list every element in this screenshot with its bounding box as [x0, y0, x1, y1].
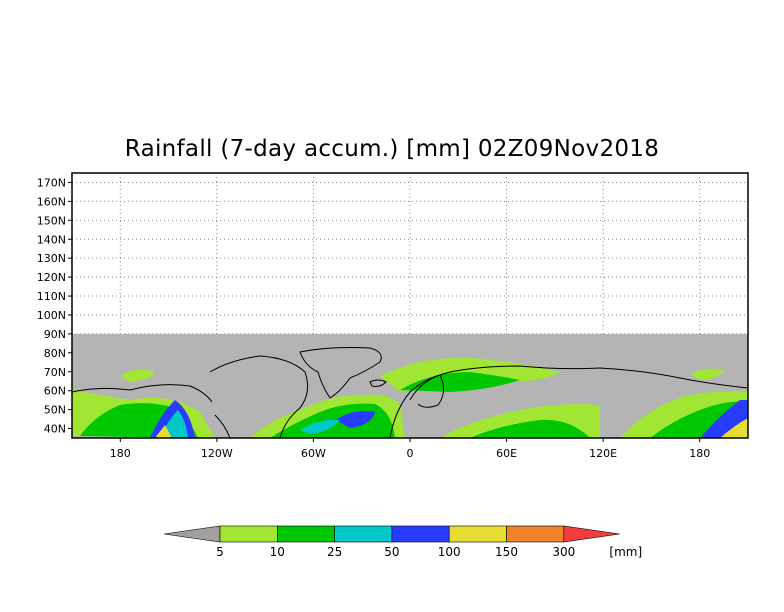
legend-label: 10	[270, 545, 285, 559]
legend-swatch	[391, 525, 450, 543]
lon-tick-label: 120W	[201, 447, 233, 460]
legend-label: 5	[216, 545, 224, 559]
coastline-eurasia	[389, 365, 749, 439]
coastline-scandinavia	[409, 374, 444, 408]
map-title: Rainfall (7-day accum.) [mm] 02Z09Nov201…	[124, 136, 660, 162]
lon-tick-label: 60E	[496, 447, 517, 460]
lat-tick-label: 170N	[37, 176, 66, 189]
lat-tick-label: 80N	[44, 347, 66, 360]
coastlines	[71, 347, 749, 439]
lat-tick-label: 90N	[44, 328, 66, 341]
legend-swatch	[276, 525, 335, 543]
lon-tick-label: 60W	[301, 447, 326, 460]
rainfall-patch	[720, 418, 748, 438]
legend-swatch	[334, 525, 393, 543]
legend-swatch	[448, 525, 507, 543]
lat-tick-label: 130N	[37, 252, 66, 265]
lon-tick-label: 0	[407, 447, 414, 460]
lat-tick-label: 140N	[37, 233, 66, 246]
coastline-alaska	[71, 384, 213, 403]
coastline-north-america	[209, 355, 309, 439]
lat-tick-label: 40N	[44, 423, 66, 436]
lat-tick-label: 50N	[44, 404, 66, 417]
lon-tick-label: 120E	[589, 447, 617, 460]
rainfall-patch	[470, 419, 590, 438]
rainfall-patch	[400, 372, 520, 392]
legend-swatch	[219, 525, 278, 543]
legend-label: 50	[384, 545, 399, 559]
rainfall-patches	[72, 357, 748, 438]
legend-swatch	[563, 525, 620, 543]
lon-tick-label: 180	[689, 447, 710, 460]
latitude-labels: 170N 160N 150N 140N 130N 120N 110N 100N 90N 80N 70…	[37, 176, 72, 436]
lat-tick-label: 160N	[37, 195, 66, 208]
longitude-labels: 180 120W 60W 0 60E 120E 180	[110, 438, 710, 460]
color-legend: 5 10 25 50 100 150 300 [mm]	[163, 525, 642, 559]
lat-tick-label: 150N	[37, 214, 66, 227]
legend-unit: [mm]	[609, 545, 642, 559]
rainfall-patch	[120, 369, 155, 382]
legend-label: 150	[495, 545, 518, 559]
lat-tick-label: 70N	[44, 366, 66, 379]
legend-label: 300	[552, 545, 575, 559]
rainfall-patch	[690, 368, 725, 380]
legend-label: 100	[438, 545, 461, 559]
legend-label: 25	[327, 545, 342, 559]
lat-tick-label: 110N	[37, 290, 66, 303]
coastline-greenland	[299, 347, 382, 399]
lat-tick-label: 120N	[37, 271, 66, 284]
legend-swatch	[506, 525, 565, 543]
lat-tick-label: 100N	[37, 309, 66, 322]
rainfall-patch	[300, 419, 340, 434]
coastline-iceland	[369, 379, 387, 387]
lon-tick-label: 180	[110, 447, 131, 460]
rainfall-patch	[335, 411, 375, 428]
rainfall-patch	[155, 425, 172, 438]
rainfall-field	[71, 333, 749, 439]
legend-swatch	[163, 525, 221, 543]
lat-tick-label: 60N	[44, 385, 66, 398]
